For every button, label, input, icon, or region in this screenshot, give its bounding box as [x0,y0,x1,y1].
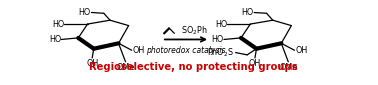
Text: OH: OH [86,59,98,68]
Text: OH: OH [295,46,307,55]
Text: Regioselective, no protecting groups: Regioselective, no protecting groups [90,62,298,72]
Text: photoredox catalysis: photoredox catalysis [146,46,226,55]
Text: OMe: OMe [279,63,297,72]
Text: OMe: OMe [116,63,135,72]
Text: HO: HO [212,35,224,44]
Text: HO: HO [49,35,61,44]
Text: PhO$_2$S: PhO$_2$S [207,46,234,59]
Text: HO: HO [241,8,253,17]
Text: OH: OH [249,59,261,68]
Text: SO$_2$Ph: SO$_2$Ph [181,25,208,37]
Text: HO: HO [215,20,227,29]
Text: HO: HO [52,20,64,29]
Text: HO: HO [78,8,91,17]
Text: OH: OH [133,46,145,55]
